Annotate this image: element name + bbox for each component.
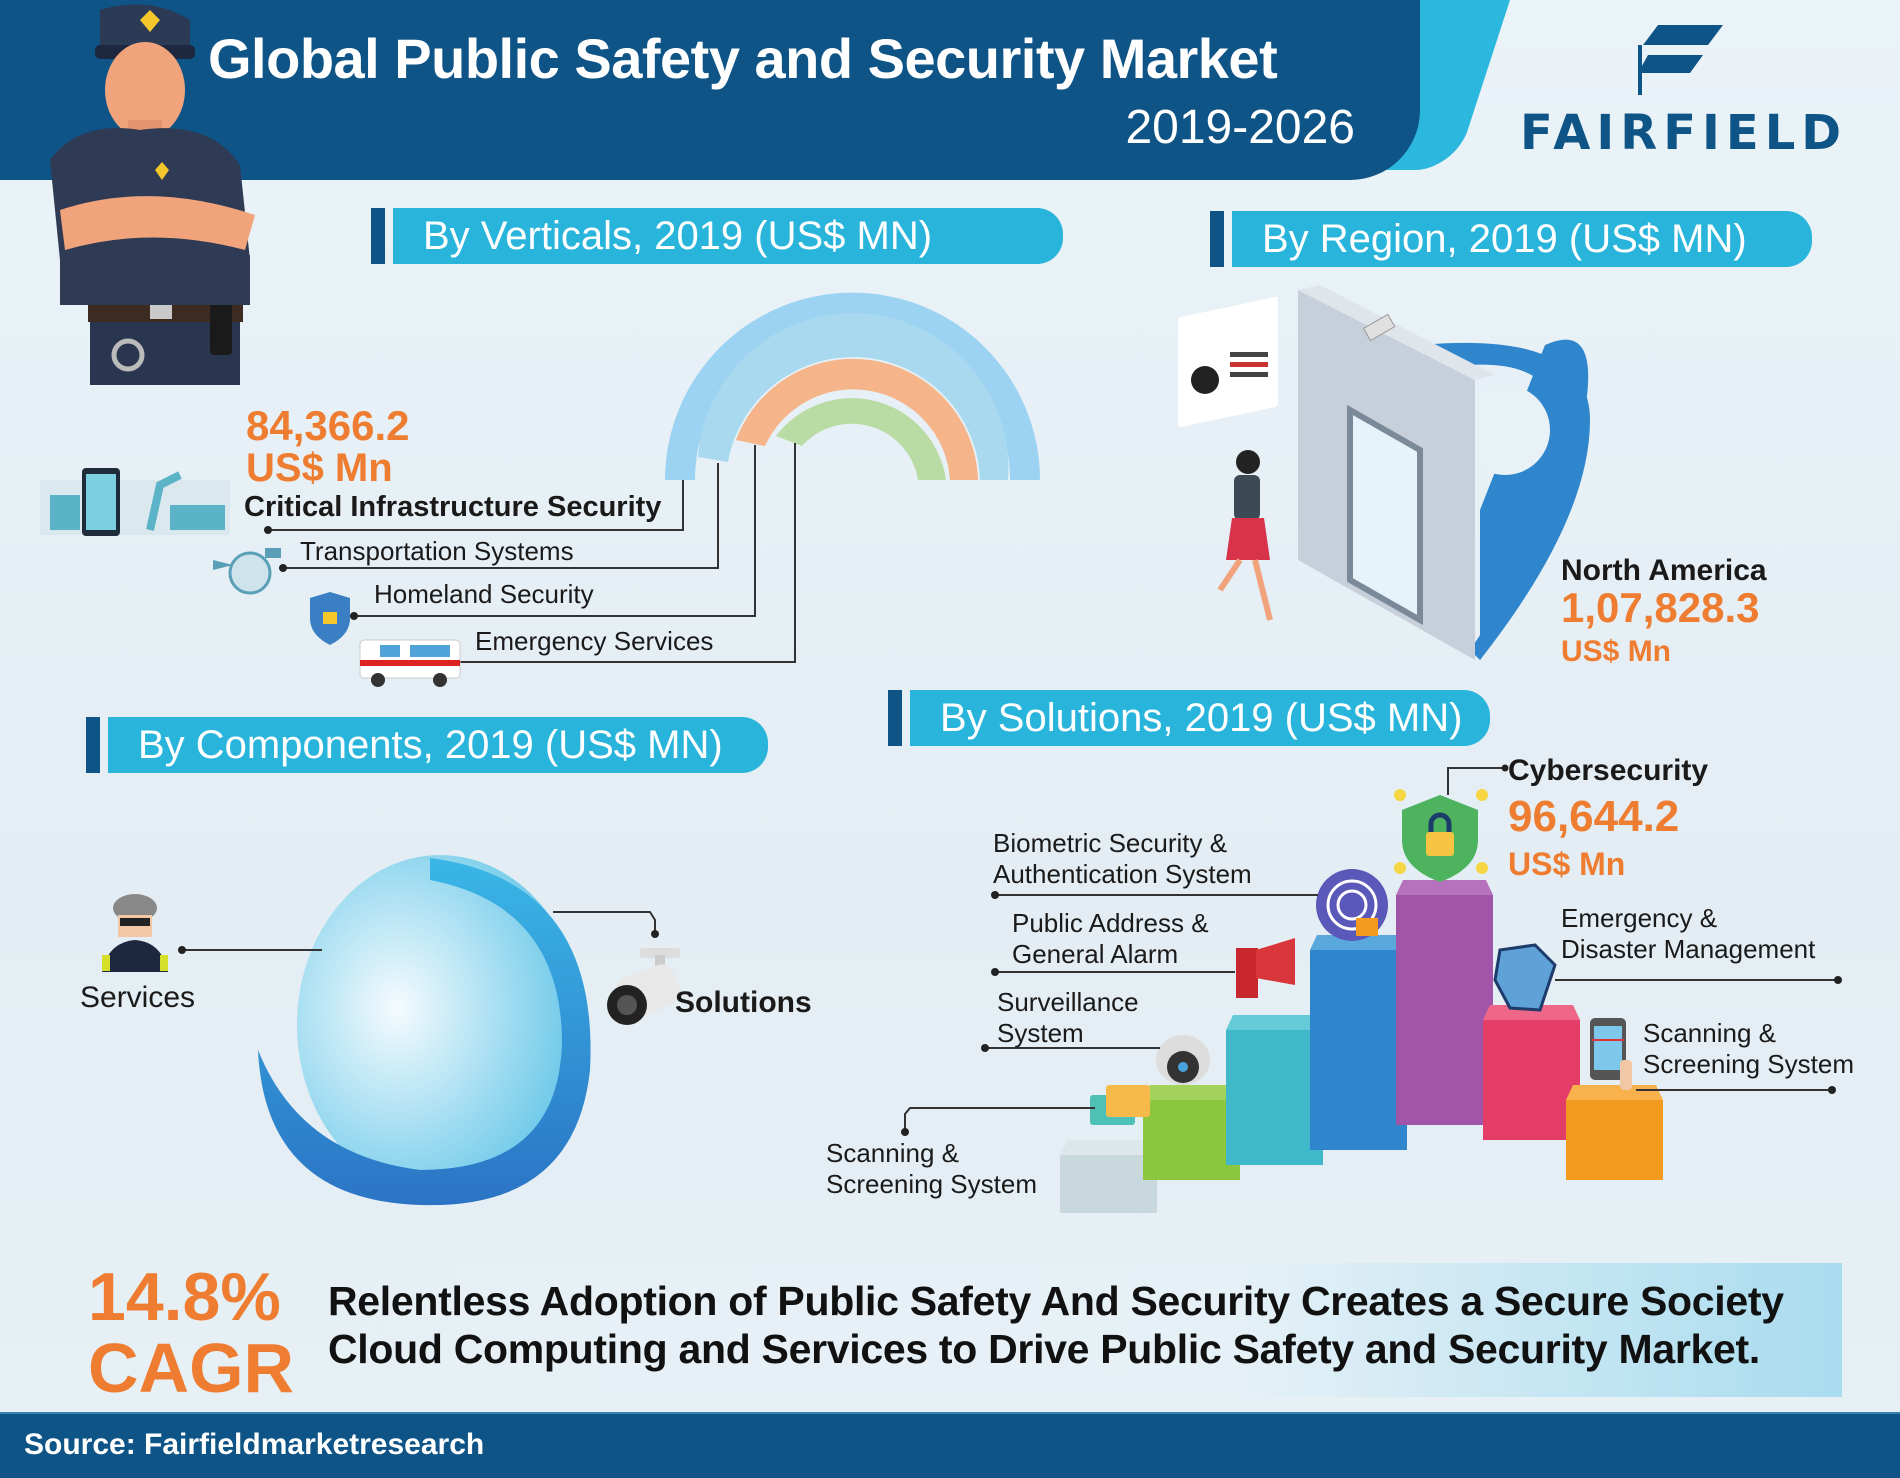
solution-label-emergency: Emergency & Disaster Management: [1561, 903, 1815, 965]
source-text: Source: Fairfieldmarketresearch: [24, 1428, 485, 1461]
cagr-value: 14.8%: [88, 1259, 281, 1335]
solution-label-scanning-left: Scanning & Screening System: [826, 1138, 1037, 1200]
solution-label-line: Authentication System: [993, 859, 1252, 890]
section-bar: [86, 717, 100, 773]
section-header-verticals: By Verticals, 2019 (US$ MN): [371, 208, 1063, 264]
solution-label-public-address: Public Address & General Alarm: [1012, 908, 1209, 970]
component-label-solutions: Solutions: [675, 986, 812, 1019]
solution-label-line: Emergency &: [1561, 903, 1718, 933]
solution-label-line: Screening System: [826, 1169, 1037, 1200]
homeland-shield-icon: [310, 592, 350, 645]
region-label: North America: [1561, 554, 1767, 587]
solution-label-line: Screening System: [1643, 1049, 1854, 1080]
vertical-label-transportation: Transportation Systems: [300, 536, 574, 566]
cagr-headline-2: Cloud Computing and Services to Drive Pu…: [328, 1326, 1760, 1372]
verticals-arc-chart: [264, 292, 1040, 666]
logo-mark-icon: [1638, 25, 1723, 95]
page-title: Global Public Safety and Security Market: [208, 27, 1278, 90]
security-guard-icon: [102, 894, 168, 972]
solution-label-line: System: [997, 1018, 1084, 1049]
factory-automation-icon: [40, 468, 230, 536]
section-title-components: By Components, 2019 (US$ MN): [108, 717, 768, 773]
cagr-band: [320, 1263, 1842, 1397]
transportation-globe-icon: [213, 548, 281, 595]
police-officer-illustration: [50, 4, 255, 385]
vertical-label-critical-infrastructure: Critical Infrastructure Security: [244, 491, 662, 523]
section-title-verticals: By Verticals, 2019 (US$ MN): [393, 208, 1063, 264]
solutions-bar-chart: [1060, 880, 1663, 1213]
cagr-headline-1: Relentless Adoption of Public Safety And…: [328, 1278, 1784, 1324]
fairfield-logo: FAIRFIELD: [1520, 20, 1850, 161]
solution-label-line: Biometric Security &: [993, 828, 1228, 858]
vertical-label-homeland: Homeland Security: [374, 579, 594, 609]
section-header-region: By Region, 2019 (US$ MN): [1210, 211, 1812, 267]
solution-label-line: Surveillance: [997, 987, 1139, 1017]
disaster-rock-icon: [1493, 943, 1557, 1012]
alarm-horn-icon: [1236, 938, 1295, 998]
region-value: 1,07,828.3: [1561, 584, 1760, 631]
solution-highlight-value: 96,644.2: [1508, 792, 1680, 841]
solution-label-line: Disaster Management: [1561, 934, 1816, 965]
section-title-solutions: By Solutions, 2019 (US$ MN): [910, 690, 1490, 746]
solutions-leader-lines: [901, 764, 1842, 1136]
vertical-label-emergency: Emergency Services: [475, 626, 714, 656]
chat-data-icon: [1090, 1085, 1150, 1125]
page-subtitle-years: 2019-2026: [1125, 101, 1355, 154]
footer: Source: Fairfieldmarketresearch: [0, 1412, 1900, 1478]
region-unit: US$ Mn: [1561, 635, 1672, 668]
cctv-camera-icon: [607, 948, 681, 1025]
header-band: [0, 0, 1420, 180]
section-bar: [1210, 211, 1224, 267]
section-title-region: By Region, 2019 (US$ MN): [1232, 211, 1812, 267]
solution-highlight-unit: US$ Mn: [1508, 846, 1626, 882]
section-header-components: By Components, 2019 (US$ MN): [86, 717, 768, 773]
brand-name: FAIRFIELD: [1520, 105, 1848, 161]
cagr-label: CAGR: [88, 1329, 295, 1407]
region-access-control-illustration: [1178, 285, 1590, 660]
component-label-services: Services: [80, 981, 196, 1014]
phone-qr-scan-icon: [1590, 1018, 1632, 1090]
section-bar: [371, 208, 385, 264]
solution-label-surveillance: Surveillance System: [997, 987, 1139, 1049]
cyber-shield-lock-icon: [1394, 789, 1488, 882]
solution-label-line: Scanning &: [826, 1138, 959, 1168]
verticals-highlight-value: 84,366.2: [246, 402, 410, 449]
solution-label-scanning-right: Scanning & Screening System: [1643, 1018, 1854, 1080]
verticals-highlight-unit: US$ Mn: [246, 446, 393, 490]
ambulance-icon: [359, 639, 461, 687]
section-bar: [888, 690, 902, 746]
fingerprint-lock-icon: [1316, 869, 1388, 941]
solution-highlight-label: Cybersecurity: [1508, 754, 1709, 787]
solution-label-biometric: Biometric Security & Authentication Syst…: [993, 828, 1252, 890]
solution-label-line: General Alarm: [1012, 939, 1179, 970]
components-ring-chart: [178, 855, 659, 1206]
section-header-solutions: By Solutions, 2019 (US$ MN): [888, 690, 1490, 746]
solution-label-line: Public Address &: [1012, 908, 1209, 938]
solution-label-line: Scanning &: [1643, 1018, 1776, 1048]
dome-camera-icon: [1156, 1035, 1210, 1085]
